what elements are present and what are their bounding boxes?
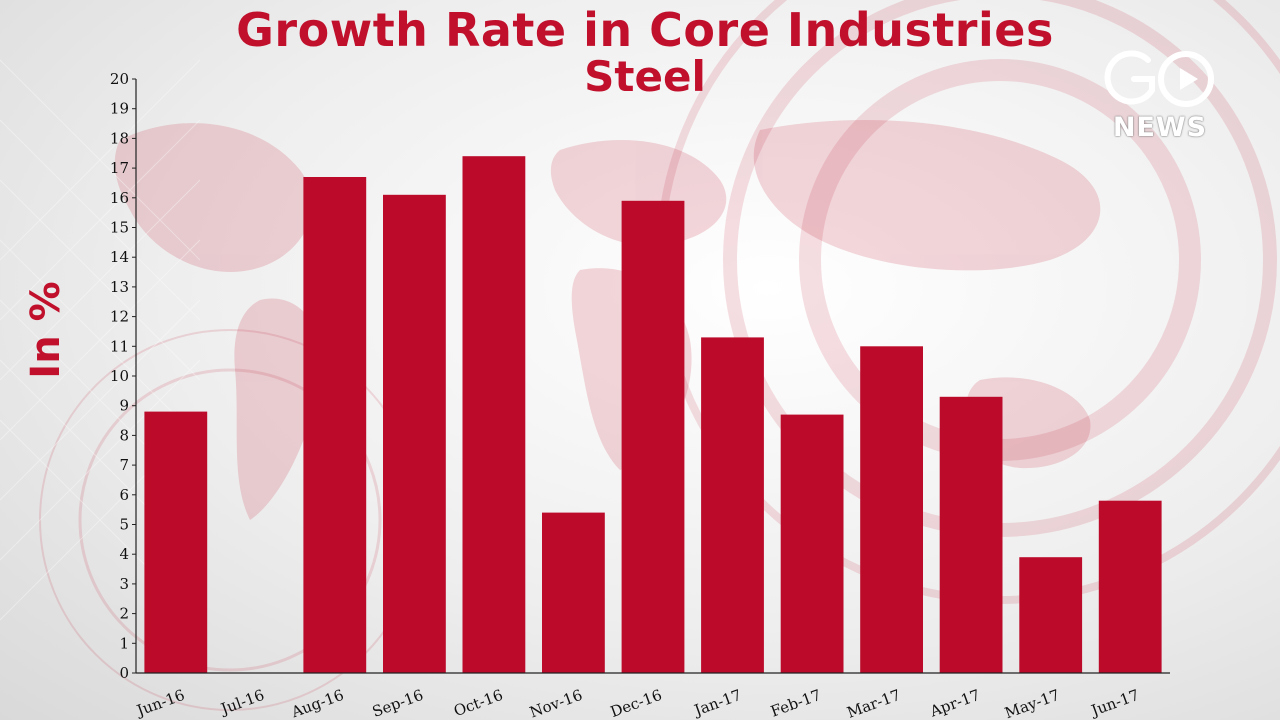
y-tick-label: 11 (110, 337, 129, 355)
y-tick-label: 5 (119, 516, 129, 534)
go-news-logo: NEWS (1100, 46, 1220, 146)
y-tick-label: 8 (119, 426, 129, 444)
bars-group (144, 156, 1162, 674)
y-tick-label: 12 (110, 308, 129, 326)
x-ticks-group: Jun-16 Jul-16 Aug-16 Sep-16 Oct-16 Nov-16 Dec-… (133, 686, 1142, 720)
x-tick-label-aug-16: Aug-16 (288, 686, 346, 720)
bar-may-17 (1019, 557, 1083, 673)
y-tick-label: 14 (110, 248, 129, 266)
x-tick-label-dec-16: Dec-16 (608, 686, 664, 720)
y-tick-label: 0 (119, 664, 129, 682)
bar-apr-17 (939, 396, 1003, 673)
y-tick-label: 20 (110, 70, 129, 88)
y-tick-label: 2 (119, 605, 129, 623)
x-tick-label-nov-16: Nov-16 (527, 686, 585, 720)
x-tick-label-jan-17: Jan-17 (690, 686, 744, 720)
bar-jan-17 (701, 337, 764, 673)
bar-jun-16 (144, 411, 208, 673)
bar-aug-16 (303, 177, 367, 673)
x-tick-label-feb-17: Feb-17 (768, 686, 823, 720)
bar-jun-17 (1098, 500, 1162, 673)
y-tick-label: 15 (110, 219, 129, 237)
bar-dec-16 (621, 200, 685, 674)
y-tick-label: 17 (110, 159, 129, 177)
y-tick-label: 16 (110, 189, 129, 207)
y-tick-label: 18 (110, 129, 129, 147)
x-tick-label-mar-17: Mar-17 (845, 686, 903, 720)
x-tick-label-jul-16: Jul-16 (217, 686, 267, 719)
bar-oct-16 (462, 156, 526, 673)
bar-sep-16 (383, 194, 446, 674)
y-tick-label: 3 (119, 575, 129, 593)
x-tick-label-oct-16: Oct-16 (451, 686, 505, 720)
x-tick-label-may-17: May-17 (1002, 686, 1062, 720)
logo-news-text: NEWS (1112, 112, 1208, 143)
y-tick-label: 4 (119, 545, 129, 563)
y-tick-label: 6 (119, 486, 129, 504)
go-logo-mark (1104, 50, 1214, 107)
x-tick-label-sep-16: Sep-16 (370, 686, 426, 720)
x-tick-label-jun-17: Jun-17 (1087, 686, 1142, 720)
x-tick-label-apr-17: Apr-17 (927, 686, 983, 720)
y-tick-label: 1 (119, 634, 129, 652)
y-tick-label: 10 (110, 367, 129, 385)
chart-title: Growth Rate in Core Industries (236, 3, 1054, 57)
y-tick-label: 9 (119, 397, 129, 415)
bar-mar-17 (860, 346, 923, 673)
x-tick-label-jun-16: Jun-16 (133, 686, 188, 720)
bar-feb-17 (780, 414, 844, 673)
bar-nov-16 (542, 512, 605, 673)
y-tick-label: 7 (119, 456, 129, 474)
y-tick-label: 19 (110, 100, 129, 118)
chart-subtitle: Steel (584, 52, 706, 101)
y-tick-label: 13 (110, 278, 129, 296)
